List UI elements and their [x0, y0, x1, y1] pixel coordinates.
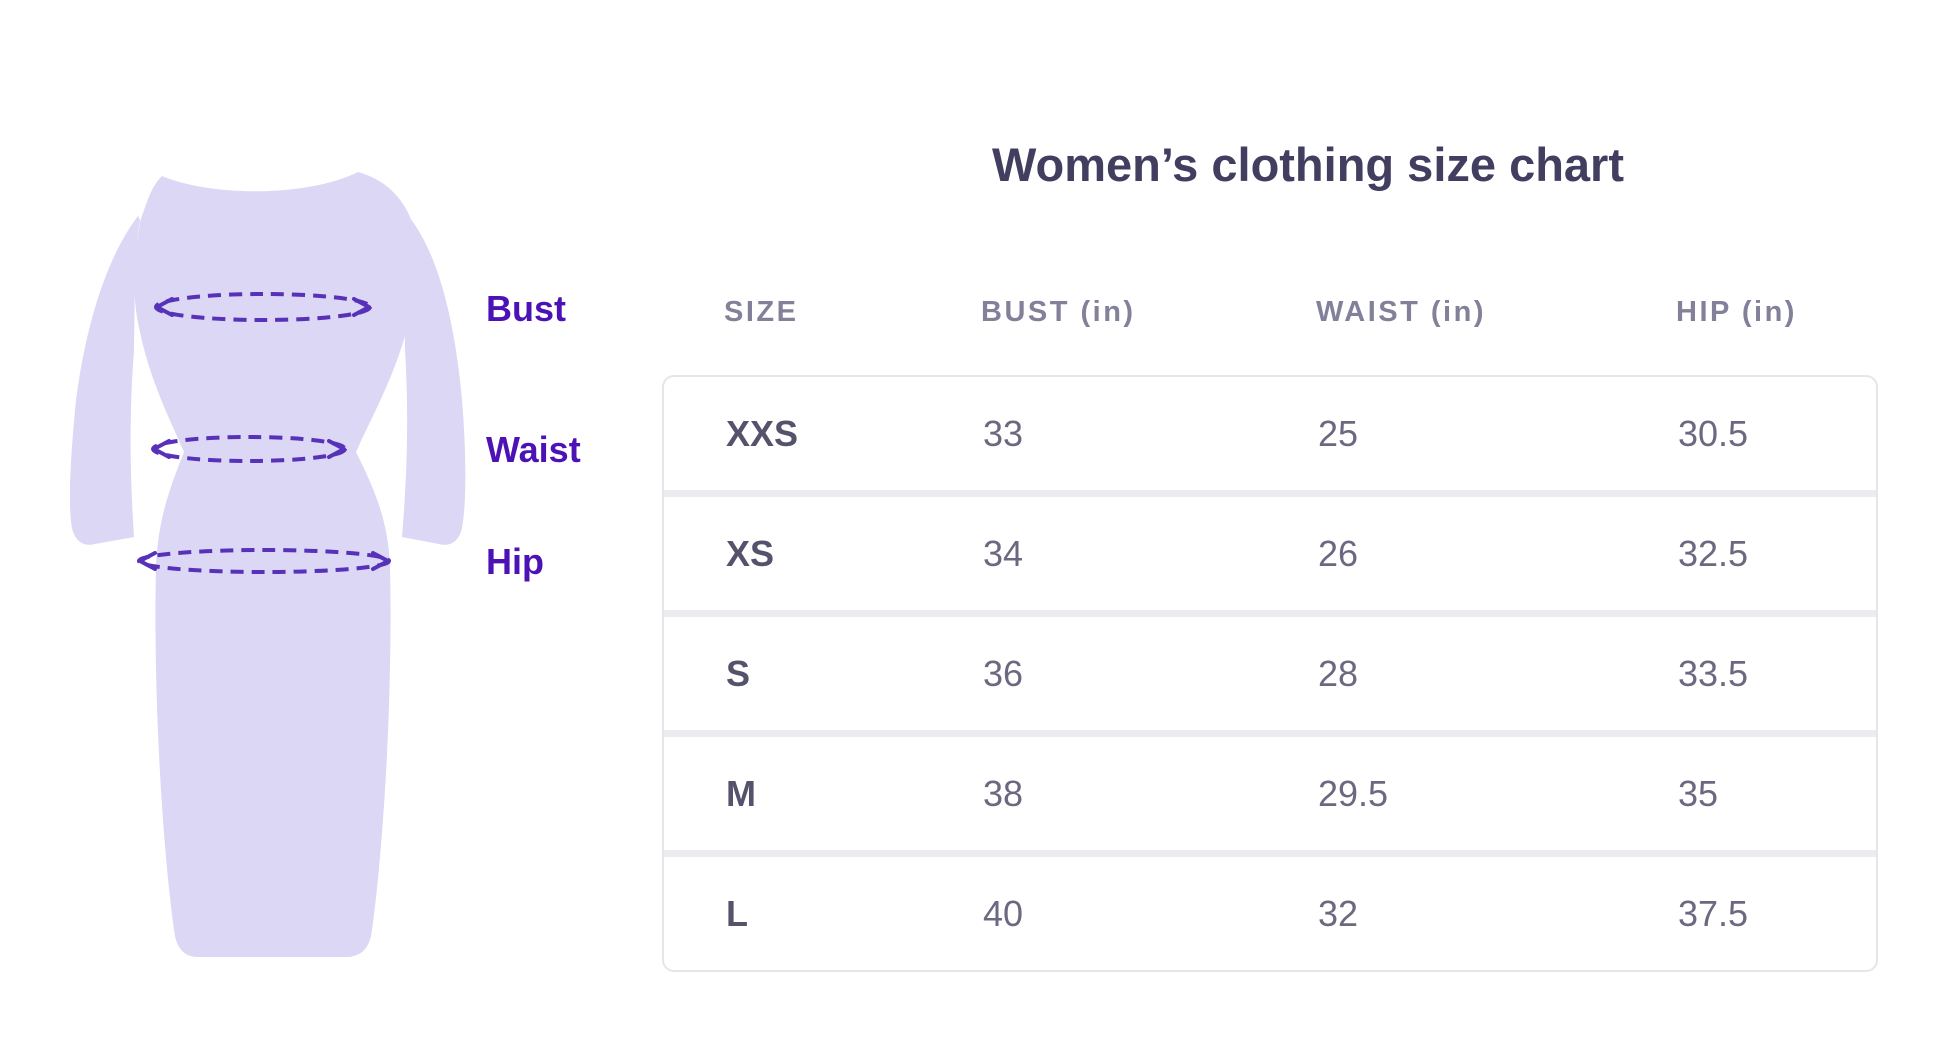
column-header-bust: BUST (in)	[981, 296, 1136, 328]
bust-cell: 38	[983, 772, 1024, 814]
bust-measurement-line-icon	[154, 292, 372, 322]
size-cell: XXS	[726, 412, 799, 454]
dress-right-sleeve-shape	[402, 218, 466, 545]
table-header-row: SIZE BUST (in) WAIST (in) HIP (in)	[662, 296, 1878, 329]
column-header-hip: HIP (in)	[1676, 296, 1797, 328]
size-cell: L	[726, 892, 748, 934]
waist-measurement-line-icon	[151, 435, 347, 463]
bust-cell: 40	[983, 892, 1024, 934]
waist-cell: 25	[1318, 412, 1359, 454]
table-row: S 36 28 33.5	[664, 617, 1876, 730]
hip-measurement-line-icon	[137, 548, 391, 574]
hip-cell: 33.5	[1678, 652, 1749, 694]
bust-cell: 34	[983, 532, 1024, 574]
hip-label: Hip	[486, 541, 544, 582]
dress-body-shape	[134, 172, 416, 957]
size-cell: XS	[726, 532, 775, 574]
size-table: XXS 33 25 30.5 XS 34 26 32.5 S 36 28 33.…	[662, 375, 1878, 972]
waist-cell: 32	[1318, 892, 1359, 934]
hip-cell: 35	[1678, 772, 1719, 814]
table-row: L 40 32 37.5	[664, 857, 1876, 970]
waist-cell: 26	[1318, 532, 1359, 574]
size-cell: M	[726, 772, 756, 814]
waist-cell: 28	[1318, 652, 1359, 694]
hip-cell: 37.5	[1678, 892, 1749, 934]
column-header-waist: WAIST (in)	[1316, 296, 1486, 328]
size-cell: S	[726, 652, 751, 694]
dress-illustration	[69, 172, 466, 957]
page-title: Women’s clothing size chart	[992, 138, 1624, 191]
waist-label: Waist	[486, 429, 581, 470]
column-header-size: SIZE	[724, 296, 799, 328]
dress-left-sleeve-shape	[69, 216, 140, 545]
table-row: XXS 33 25 30.5	[664, 377, 1876, 490]
hip-cell: 32.5	[1678, 532, 1749, 574]
bust-label: Bust	[486, 288, 566, 329]
waist-cell: 29.5	[1318, 772, 1389, 814]
bust-cell: 36	[983, 652, 1024, 694]
bust-cell: 33	[983, 412, 1024, 454]
table-row: M 38 29.5 35	[664, 737, 1876, 850]
table-row: XS 34 26 32.5	[664, 497, 1876, 610]
hip-cell: 30.5	[1678, 412, 1749, 454]
